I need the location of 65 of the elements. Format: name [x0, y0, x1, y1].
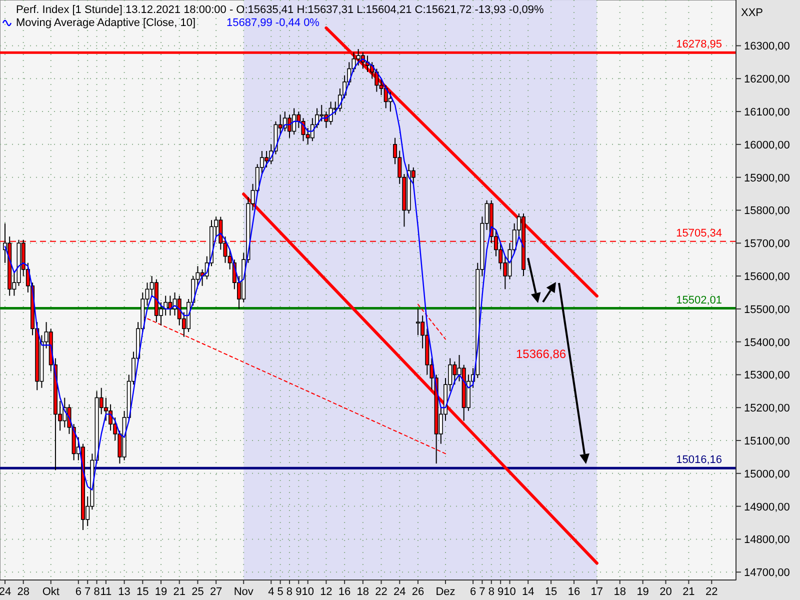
x-tick-label: 6 [470, 586, 476, 598]
y-tick-label: 14800,00 [744, 534, 790, 546]
x-tick-label: 28 [17, 586, 30, 598]
x-tick-label: 9 [498, 586, 504, 598]
x-tick-label: 13 [118, 586, 130, 598]
x-tick-label: 20 [660, 586, 672, 598]
y-tick-label: 16300,00 [744, 40, 790, 53]
x-tick-label: 19 [154, 586, 168, 598]
x-tick-label: 10 [302, 586, 314, 598]
y-tick-label: 16100,00 [744, 106, 790, 119]
x-tick-label: 15 [136, 586, 149, 598]
x-tick-label: 6 [75, 586, 82, 598]
y-tick-label: 15000,00 [744, 468, 790, 480]
x-tick-label: 18 [614, 586, 626, 598]
y-tick-label: 15100,00 [744, 436, 790, 448]
x-tick-label: 11 [100, 586, 112, 598]
x-tick-label: 7 [84, 586, 91, 598]
y-tick-label: 15800,00 [744, 205, 790, 218]
x-tick-label: Dez [436, 586, 456, 598]
y-tick-label: 14900,00 [744, 501, 790, 514]
x-tick-label: 26 [412, 586, 424, 598]
ref-line-label: 16278,95 [676, 38, 722, 51]
x-tick-label: 19 [636, 586, 649, 598]
y-tick-label: 15500,00 [744, 304, 790, 316]
ref-line-label: 15705,34 [676, 227, 722, 240]
x-tick-label: 4 [268, 586, 274, 598]
annotation: 15366,86 [516, 347, 566, 361]
x-tick-label: 21 [173, 586, 186, 598]
y-axis-title: XXP [741, 7, 764, 19]
x-tick-label: 18 [356, 586, 370, 598]
x-tick-label: 21 [682, 586, 695, 598]
ref-line-label: 15016,16 [676, 454, 722, 466]
y-tick-label: 15900,00 [744, 172, 790, 184]
x-tick-label: 10 [504, 586, 516, 598]
x-tick-label: 14 [522, 586, 534, 598]
annotation: 15687,99 -0,44 0% [226, 17, 320, 29]
y-tick-label: 15200,00 [744, 402, 790, 415]
x-tick-label: 27 [210, 586, 222, 598]
y-tick-label: 15300,00 [744, 370, 790, 382]
y-tick-label: 15600,00 [744, 271, 790, 284]
x-tick-label: 5 [277, 586, 284, 598]
x-tick-label: 16 [568, 586, 580, 598]
x-tick-label: 17 [590, 586, 604, 598]
x-tick-label: 25 [192, 586, 204, 598]
x-tick-label: 16 [338, 586, 351, 598]
x-tick-label: 8 [488, 586, 494, 598]
x-tick-label: 15 [544, 586, 558, 598]
x-tick-label: Nov [234, 586, 254, 598]
y-tick-label: 15400,00 [744, 336, 790, 349]
y-tick-label: 16200,00 [744, 74, 790, 86]
chart-title: Perf. Index [1 Stunde] 13.12.2021 18:00:00 - O:15635,41 H:15637,31 L:15604,21 C:15621,72 -13,93 -0,09% [16, 4, 544, 16]
legend-label: Moving Average Adaptive [Close, 10] [16, 17, 196, 29]
x-tick-label: 24 [393, 586, 406, 598]
y-tick-label: 14700,00 [744, 567, 790, 580]
ref-line-label: 15502,01 [676, 294, 722, 306]
x-tick-label: Okt [42, 586, 60, 598]
x-tick-label: 7 [479, 586, 486, 598]
x-tick-label: 22 [375, 586, 388, 598]
x-tick-label: 8 [94, 586, 100, 598]
x-tick-label: 8 [286, 586, 293, 598]
x-tick-label: 22 [706, 586, 718, 598]
x-tick-label: 12 [320, 586, 332, 598]
x-tick-label: 9 [296, 586, 302, 598]
y-tick-label: 16000,00 [744, 139, 790, 152]
y-tick-label: 15700,00 [744, 238, 790, 250]
